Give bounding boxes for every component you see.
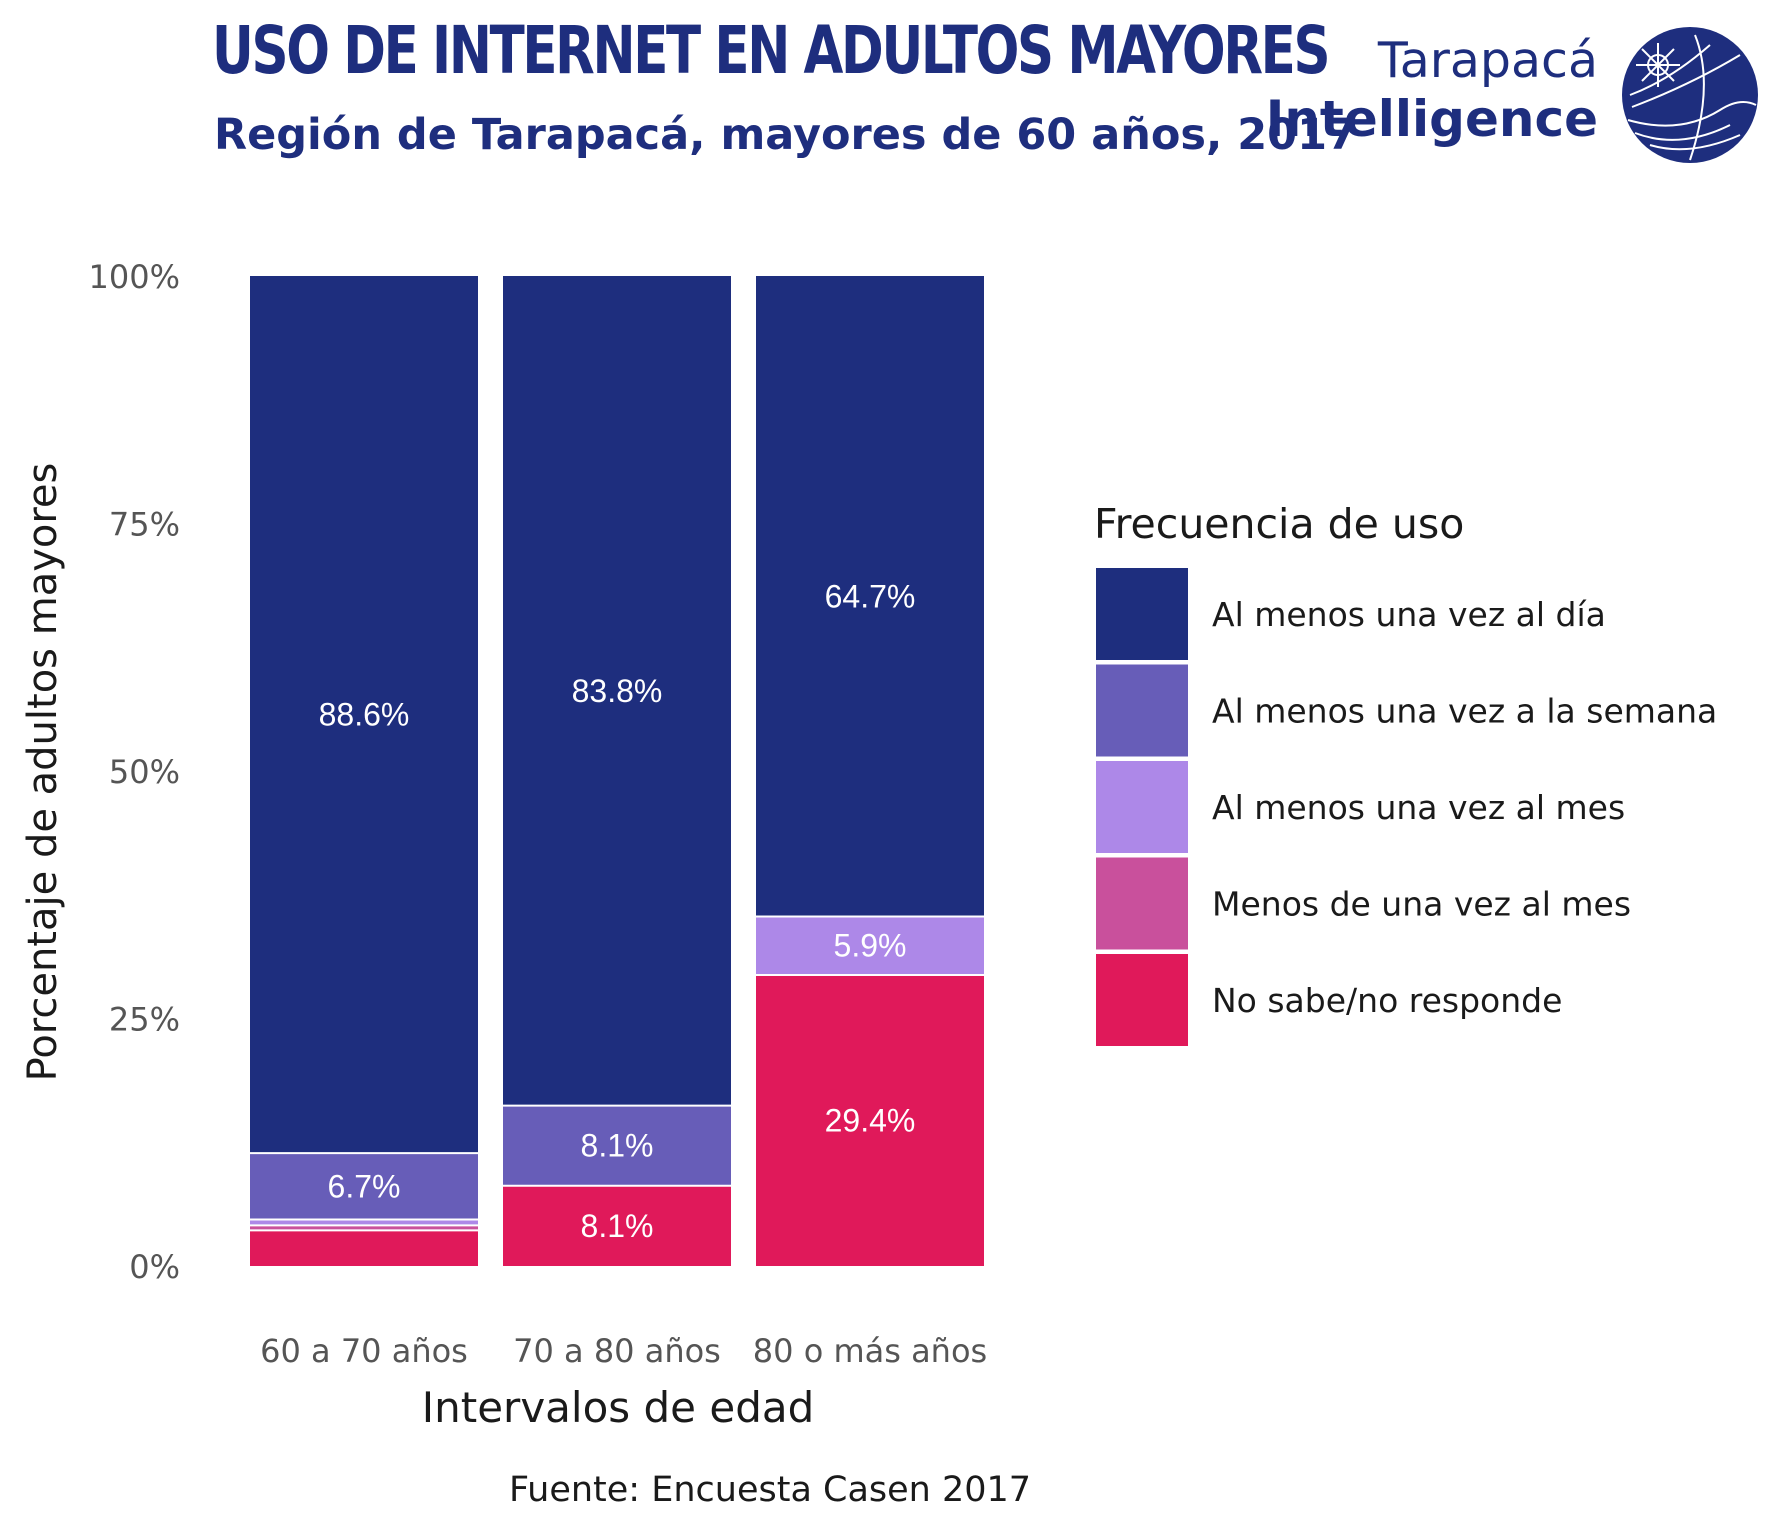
- chart-subtitle: Región de Tarapacá, mayores de 60 años, …: [214, 110, 1357, 160]
- chart-title: USO DE INTERNET EN ADULTOS MAYORES: [212, 12, 1331, 89]
- y-axis-title: Porcentaje de adultos mayores: [20, 463, 66, 1082]
- legend-title: Frecuencia de uso: [1094, 500, 1464, 548]
- data-label: 88.6%: [319, 697, 410, 733]
- y-tick-label: 25%: [109, 1001, 180, 1039]
- data-label: 8.1%: [581, 1208, 654, 1244]
- stacked-bar-chart: 6.7% 88.6% 8.1% 8.1% 83.8% 29.4% 5.9% 64.7% 0% 2…: [20, 258, 1717, 1432]
- data-label: 6.7%: [328, 1168, 401, 1204]
- legend-label: Al menos una vez al mes: [1212, 788, 1625, 827]
- data-label: 29.4%: [825, 1102, 916, 1138]
- bars-layer: [250, 276, 984, 1266]
- legend-swatch: [1096, 664, 1188, 757]
- bar-segment: [503, 1185, 731, 1266]
- legend-swatch: [1096, 568, 1188, 660]
- data-label: 5.9%: [834, 928, 907, 964]
- bar-segment: [250, 276, 478, 1154]
- x-axis-title: Intervalos de edad: [422, 1383, 815, 1432]
- x-tick-label: 80 o más años: [753, 1332, 987, 1370]
- data-labels-layer: 6.7% 88.6% 8.1% 8.1% 83.8% 29.4% 5.9% 64.7%: [319, 578, 916, 1244]
- logo-text-line1: Tarapacá: [1377, 32, 1598, 89]
- legend-swatch: [1096, 954, 1188, 1046]
- legend-label: Al menos una vez al día: [1212, 595, 1606, 634]
- x-tick-label: 70 a 80 años: [513, 1332, 721, 1370]
- bar-segment: [756, 276, 984, 917]
- bar-segment: [756, 916, 984, 975]
- y-tick-label: 100%: [89, 258, 180, 296]
- legend: Frecuencia de uso Al menos una vez al día…: [1094, 500, 1717, 1046]
- legend-swatch: [1096, 857, 1188, 950]
- logo-text-line2: Intelligence: [1265, 90, 1598, 148]
- bar-segment: [503, 1105, 731, 1186]
- data-label: 64.7%: [825, 578, 916, 614]
- x-axis: 60 a 70 años 70 a 80 años 80 o más años: [260, 1332, 987, 1370]
- compass-globe-icon: [1622, 27, 1758, 163]
- x-tick-label: 60 a 70 años: [260, 1332, 468, 1370]
- bar-segment: [503, 276, 731, 1106]
- legend-label: No sabe/no responde: [1212, 981, 1562, 1020]
- data-label: 8.1%: [581, 1128, 654, 1164]
- brand-logo: Tarapacá Intelligence: [1266, 20, 1760, 170]
- source-note: Fuente: Encuesta Casen 2017: [508, 1470, 1032, 1510]
- bar-segment: [250, 1219, 478, 1226]
- y-axis: 0% 25% 50% 75% 100%: [89, 258, 180, 1286]
- y-tick-label: 75%: [109, 506, 180, 544]
- data-label: 83.8%: [572, 673, 663, 709]
- legend-label: Menos de una vez al mes: [1212, 885, 1631, 924]
- y-tick-label: 50%: [109, 753, 180, 791]
- y-tick-label: 0%: [129, 1248, 180, 1286]
- legend-label: Al menos una vez a la semana: [1212, 692, 1717, 731]
- bar-segment: [756, 974, 984, 1266]
- bar-segment: [250, 1230, 478, 1266]
- legend-swatch: [1096, 761, 1188, 853]
- bar-segment: [250, 1225, 478, 1231]
- bar-segment: [250, 1153, 478, 1220]
